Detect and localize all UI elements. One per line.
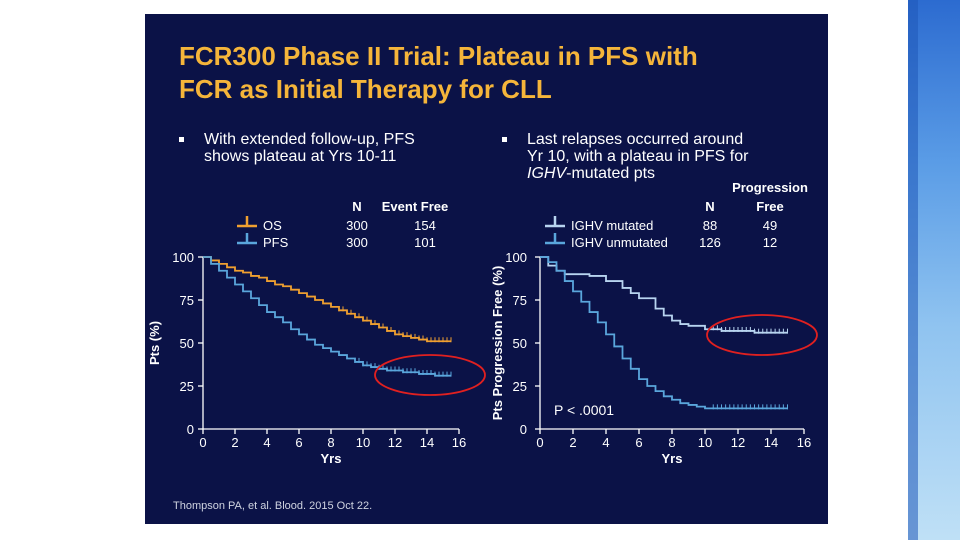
x-tick-label: 4	[602, 435, 609, 450]
legend-header-event-free: Event Free	[382, 199, 448, 214]
x-tick-label: 12	[731, 435, 745, 450]
x-tick-label: 16	[452, 435, 466, 450]
legend-value: 154	[414, 218, 436, 233]
x-tick-label: 10	[698, 435, 712, 450]
series-line-ighv-mutated	[540, 256, 788, 334]
legend-swatch-icon	[237, 233, 257, 245]
bullet-left-line-2: shows plateau at Yrs 10-11	[204, 148, 397, 165]
bullet-left-line-1: With extended follow-up, PFS	[204, 131, 415, 148]
y-tick-label: 100	[172, 250, 194, 265]
series-line-os	[203, 256, 451, 343]
x-tick-label: 14	[764, 435, 778, 450]
y-tick-label: 0	[520, 422, 527, 437]
bullet-right-line-3-rest: -mutated pts	[566, 165, 656, 182]
legend-swatch-icon	[237, 216, 257, 228]
x-tick-label: 6	[635, 435, 642, 450]
bullet-square-icon	[179, 137, 184, 142]
x-tick-label: 10	[356, 435, 370, 450]
bullet-square-icon	[502, 137, 507, 142]
y-axis-label: Pts Progression Free (%)	[490, 266, 505, 421]
plateau-circle-annotation	[706, 314, 818, 356]
decorative-stripe-edge	[908, 0, 918, 540]
p-value: P < .0001	[554, 402, 614, 418]
y-tick-label: 0	[187, 422, 194, 437]
legend-n: 300	[346, 218, 368, 233]
x-tick-label: 8	[327, 435, 334, 450]
x-tick-label: 14	[420, 435, 434, 450]
title-line-2: FCR as Initial Therapy for CLL	[179, 74, 552, 104]
x-axis-label: Yrs	[321, 451, 342, 466]
legend-header-n: N	[705, 199, 714, 214]
x-tick-label: 2	[231, 435, 238, 450]
citation: Thompson PA, et al. Blood. 2015 Oct 22.	[173, 500, 373, 512]
x-tick-label: 0	[199, 435, 206, 450]
bullet-right-line-2: Yr 10, with a plateau in PFS for	[527, 148, 749, 165]
legend-value: 101	[414, 235, 436, 250]
legend-n: 300	[346, 235, 368, 250]
legend-label: OS	[263, 218, 282, 233]
slide: FCR300 Phase II Trial: Plateau in PFS wi…	[145, 14, 828, 524]
x-tick-label: 2	[569, 435, 576, 450]
y-tick-label: 50	[180, 336, 194, 351]
slide-title: FCR300 Phase II Trial: Plateau in PFS wi…	[179, 40, 819, 106]
legend-label: IGHV mutated	[571, 218, 653, 233]
bullet-left: With extended follow-up, PFS shows plate…	[179, 131, 479, 165]
legend-header-free: Free	[756, 199, 783, 214]
series-line-pfs	[203, 256, 451, 377]
x-tick-label: 16	[797, 435, 811, 450]
legend-label: IGHV unmutated	[571, 235, 668, 250]
y-tick-label: 75	[180, 293, 194, 308]
bullet-right-line-3: IGHV-mutated pts	[527, 165, 822, 182]
legend-swatch-icon	[545, 233, 565, 245]
legend-label: PFS	[263, 235, 289, 250]
x-axis-label: Yrs	[662, 451, 683, 466]
legend-n: 126	[699, 235, 721, 250]
bullet-right: Last relapses occurred around Yr 10, wit…	[502, 131, 822, 182]
x-tick-label: 0	[536, 435, 543, 450]
bullet-right-ighv: IGHV	[527, 165, 567, 182]
x-tick-label: 6	[295, 435, 302, 450]
series-line-ighv-unmutated	[540, 256, 788, 410]
y-tick-label: 25	[513, 379, 527, 394]
plateau-circle-annotation	[374, 354, 486, 396]
y-tick-label: 50	[513, 336, 527, 351]
y-tick-label: 100	[505, 250, 527, 265]
x-tick-label: 8	[668, 435, 675, 450]
y-axis-label: Pts (%)	[147, 321, 162, 365]
bullet-right-line-1: Last relapses occurred around	[527, 131, 744, 148]
title-line-1: FCR300 Phase II Trial: Plateau in PFS wi…	[179, 41, 698, 71]
legend-swatch-icon	[545, 216, 565, 228]
x-tick-label: 12	[388, 435, 402, 450]
y-tick-label: 75	[513, 293, 527, 308]
legend-n: 88	[703, 218, 717, 233]
legend-header-n: N	[352, 199, 361, 214]
y-tick-label: 25	[180, 379, 194, 394]
legend-header-progression: Progression	[732, 180, 808, 195]
x-tick-label: 4	[263, 435, 270, 450]
legend-value: 49	[763, 218, 777, 233]
legend-value: 12	[763, 235, 777, 250]
